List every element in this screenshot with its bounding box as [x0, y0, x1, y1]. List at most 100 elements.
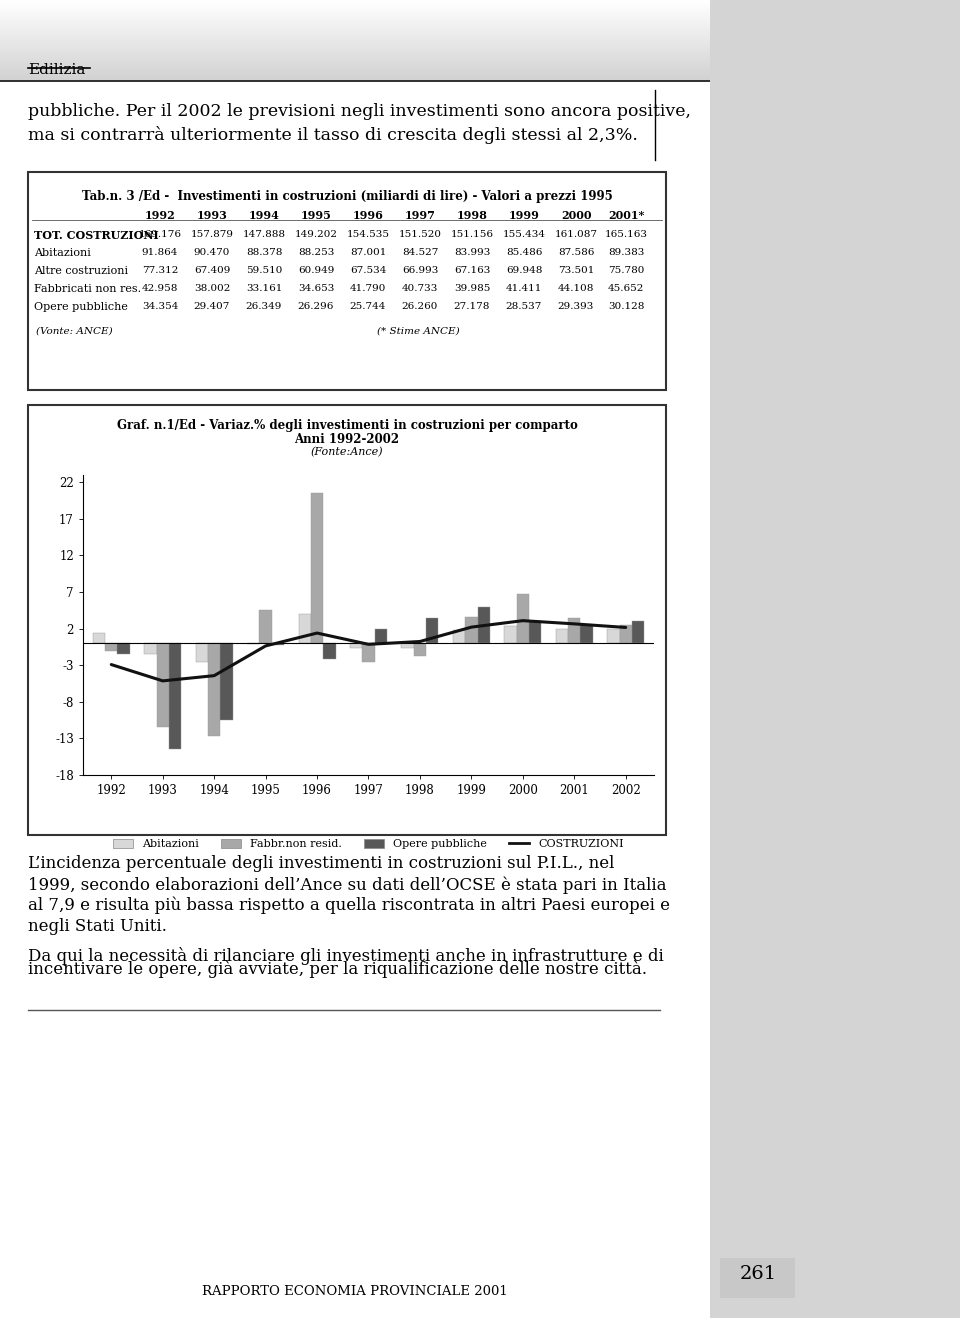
Bar	[144, 643, 156, 654]
Text: 30.128: 30.128	[608, 302, 644, 311]
Text: ma si contrarrà ulteriormente il tasso di crescita degli stessi al 2,3%.: ma si contrarrà ulteriormente il tasso d…	[28, 127, 637, 144]
Bar	[632, 621, 644, 643]
Text: Anni 1992-2002: Anni 1992-2002	[295, 434, 399, 445]
Text: 28.537: 28.537	[506, 302, 542, 311]
Text: 27.178: 27.178	[454, 302, 491, 311]
Text: 87.001: 87.001	[349, 248, 386, 257]
Bar	[28, 405, 666, 836]
Text: 1999: 1999	[509, 210, 540, 221]
Bar	[350, 643, 362, 647]
Text: Da qui la necessità di rilanciare gli investimenti anche in infrastrutture e di: Da qui la necessità di rilanciare gli in…	[28, 948, 663, 965]
Text: 29.393: 29.393	[558, 302, 594, 311]
Text: L’incidenza percentuale degli investimenti in costruzioni sul P.I.L., nel: L’incidenza percentuale degli investimen…	[28, 855, 614, 873]
Bar	[720, 1257, 795, 1298]
Text: 1992: 1992	[145, 210, 176, 221]
Text: 1993: 1993	[197, 210, 228, 221]
Bar	[324, 643, 336, 659]
Bar	[466, 617, 477, 643]
Text: 26.296: 26.296	[298, 302, 334, 311]
Bar	[362, 643, 374, 662]
Text: 59.510: 59.510	[246, 266, 282, 275]
Bar	[221, 643, 232, 720]
Bar	[516, 593, 529, 643]
Bar	[117, 643, 130, 654]
Bar	[374, 629, 387, 643]
Text: 1995: 1995	[300, 210, 331, 221]
Bar	[710, 0, 960, 1318]
Bar	[426, 618, 439, 643]
Legend: Abitazioni, Fabbr.non resid., Opere pubbliche, COSTRUZIONI: Abitazioni, Fabbr.non resid., Opere pubb…	[108, 834, 628, 854]
Text: 83.993: 83.993	[454, 248, 491, 257]
Bar	[28, 173, 666, 390]
Text: incentivare le opere, già avviate, per la riqualificazione delle nostre città.: incentivare le opere, già avviate, per l…	[28, 960, 647, 978]
Bar	[169, 643, 181, 749]
Text: 2000: 2000	[561, 210, 591, 221]
Text: al 7,9 e risulta più bassa rispetto a quella riscontrata in altri Paesi europei : al 7,9 e risulta più bassa rispetto a qu…	[28, 898, 670, 915]
Text: 165.163: 165.163	[605, 231, 647, 239]
Text: 1994: 1994	[249, 210, 279, 221]
Text: 149.202: 149.202	[295, 231, 338, 239]
Text: 151.520: 151.520	[398, 231, 442, 239]
Text: Abitazioni: Abitazioni	[34, 248, 91, 258]
Text: Graf. n.1/Ed - Variaz.% degli investimenti in costruzioni per comparto: Graf. n.1/Ed - Variaz.% degli investimen…	[116, 419, 577, 432]
Text: 66.993: 66.993	[402, 266, 438, 275]
Text: 60.949: 60.949	[298, 266, 334, 275]
Text: Opere pubbliche: Opere pubbliche	[34, 302, 128, 312]
Text: Edilizia: Edilizia	[28, 63, 85, 76]
Text: 33.161: 33.161	[246, 283, 282, 293]
Bar	[477, 606, 490, 643]
Bar	[556, 629, 568, 643]
Text: 1997: 1997	[404, 210, 436, 221]
Text: 73.501: 73.501	[558, 266, 594, 275]
Text: TOT. COSTRUZIONI: TOT. COSTRUZIONI	[34, 231, 158, 241]
Text: 75.780: 75.780	[608, 266, 644, 275]
Text: 90.470: 90.470	[194, 248, 230, 257]
Text: (Fonte:Ance): (Fonte:Ance)	[311, 447, 383, 457]
Bar	[208, 643, 221, 737]
Text: 84.527: 84.527	[402, 248, 438, 257]
Text: 2001*: 2001*	[608, 210, 644, 221]
Text: 77.312: 77.312	[142, 266, 179, 275]
Bar	[105, 643, 117, 651]
Text: 26.349: 26.349	[246, 302, 282, 311]
Text: 40.733: 40.733	[402, 283, 438, 293]
Text: 154.535: 154.535	[347, 231, 390, 239]
Bar	[259, 610, 272, 643]
Text: 89.383: 89.383	[608, 248, 644, 257]
Bar	[0, 0, 710, 1318]
Text: 85.486: 85.486	[506, 248, 542, 257]
Text: 45.652: 45.652	[608, 283, 644, 293]
Bar	[568, 618, 581, 643]
Text: 87.586: 87.586	[558, 248, 594, 257]
Text: 26.260: 26.260	[402, 302, 438, 311]
Text: 1998: 1998	[457, 210, 488, 221]
Text: 88.253: 88.253	[298, 248, 334, 257]
Bar	[156, 643, 169, 728]
Text: 67.409: 67.409	[194, 266, 230, 275]
Bar	[299, 614, 311, 643]
Text: 67.534: 67.534	[349, 266, 386, 275]
Bar	[529, 621, 541, 643]
Text: 1999, secondo elaborazioni dell’Ance su dati dell’OCSE è stata pari in Italia: 1999, secondo elaborazioni dell’Ance su …	[28, 876, 666, 894]
Text: 38.002: 38.002	[194, 283, 230, 293]
Bar	[272, 643, 284, 645]
Text: 261: 261	[739, 1265, 777, 1282]
Text: 44.108: 44.108	[558, 283, 594, 293]
Text: negli Stati Uniti.: negli Stati Uniti.	[28, 919, 167, 934]
Bar	[93, 633, 105, 643]
Bar	[504, 626, 516, 643]
Text: pubbliche. Per il 2002 le previsioni negli investimenti sono ancora positive,: pubbliche. Per il 2002 le previsioni neg…	[28, 103, 691, 120]
Bar	[401, 643, 414, 648]
Text: 34.653: 34.653	[298, 283, 334, 293]
Text: 1996: 1996	[352, 210, 383, 221]
Text: Fabbricati non res.: Fabbricati non res.	[34, 283, 141, 294]
Text: Altre costruzioni: Altre costruzioni	[34, 266, 128, 275]
Text: Tab.n. 3 /Ed -  Investimenti in costruzioni (miliardi di lire) - Valori a prezzi: Tab.n. 3 /Ed - Investimenti in costruzio…	[82, 190, 612, 203]
Bar	[607, 629, 619, 643]
Text: 88.378: 88.378	[246, 248, 282, 257]
Text: 67.163: 67.163	[454, 266, 491, 275]
Text: 147.888: 147.888	[243, 231, 285, 239]
Text: 42.958: 42.958	[142, 283, 179, 293]
Text: 69.948: 69.948	[506, 266, 542, 275]
Bar	[619, 625, 632, 643]
